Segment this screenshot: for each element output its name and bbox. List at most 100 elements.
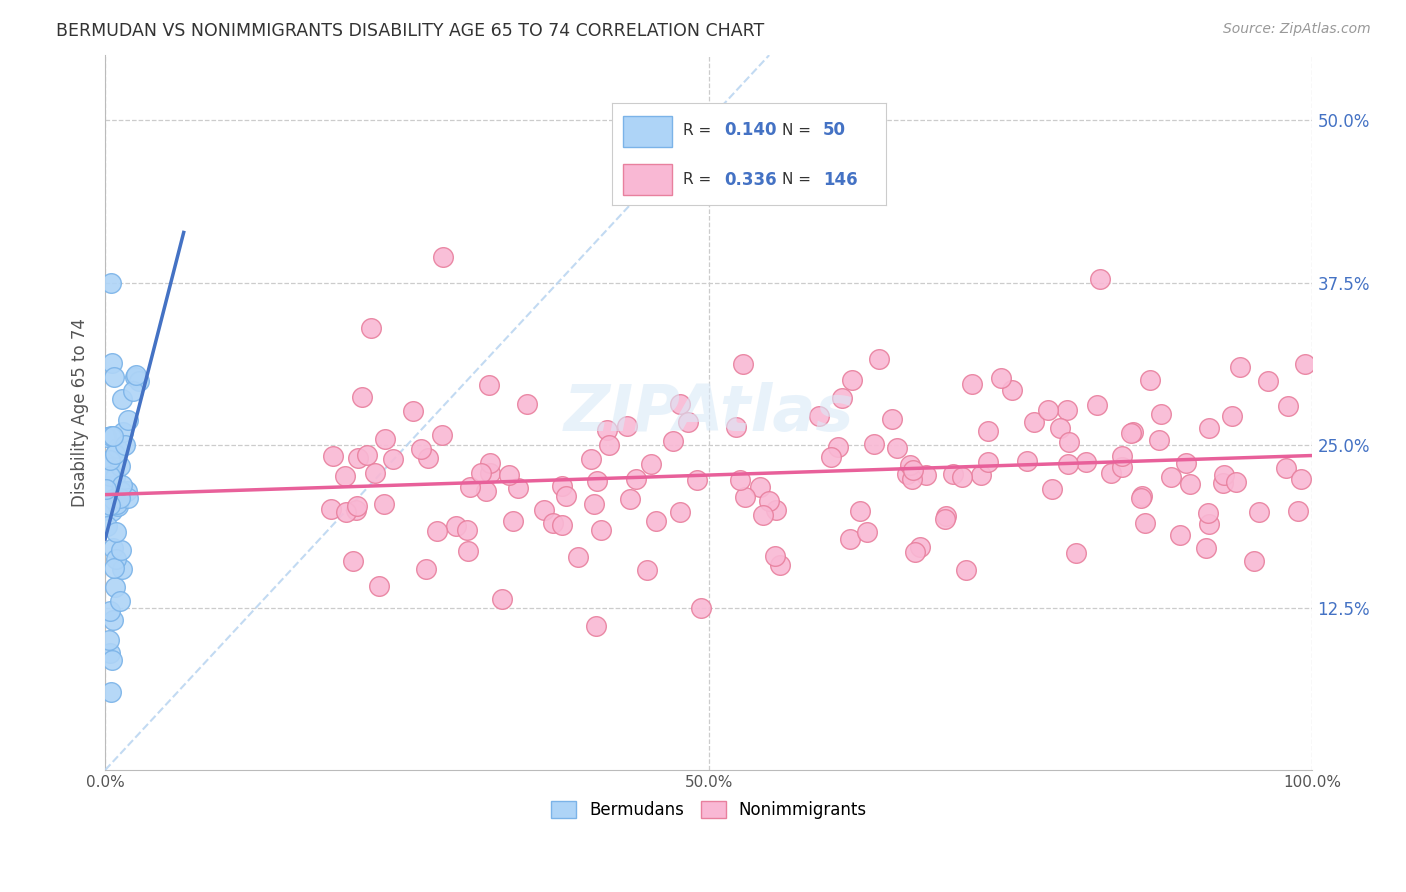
Point: [855, 524, 877, 539]
Point: [686, 473, 709, 487]
Point: [765, 503, 787, 517]
Point: [1040, 482, 1063, 496]
Point: [502, 514, 524, 528]
Point: [110, 484, 132, 499]
Point: [1197, 506, 1219, 520]
Point: [114, 438, 136, 452]
Point: [935, 509, 957, 524]
Point: [848, 504, 870, 518]
Point: [1275, 461, 1298, 475]
Point: [409, 442, 432, 456]
Point: [128, 374, 150, 388]
Point: [335, 505, 357, 519]
Point: [616, 419, 638, 434]
Point: [98, 469, 121, 483]
Point: [103, 369, 125, 384]
Point: [1088, 272, 1111, 286]
Point: [1085, 398, 1108, 412]
Point: [474, 483, 496, 498]
Text: ZIPAtlas: ZIPAtlas: [564, 382, 853, 443]
Point: [880, 412, 903, 426]
Point: [100, 429, 122, 443]
Point: [110, 562, 132, 576]
Point: [96, 519, 118, 533]
Legend: Bermudans, Nonimmigrants: Bermudans, Nonimmigrants: [544, 795, 873, 826]
Point: [1198, 516, 1220, 531]
Text: R =: R =: [683, 172, 716, 187]
Point: [586, 475, 609, 489]
Point: [758, 493, 780, 508]
Point: [950, 470, 973, 484]
Point: [626, 472, 648, 486]
Point: [335, 469, 357, 483]
Point: [100, 355, 122, 369]
Point: [98, 604, 121, 618]
Point: [1195, 541, 1218, 555]
Point: [360, 321, 382, 335]
Point: [107, 499, 129, 513]
Point: [470, 467, 492, 481]
Point: [108, 458, 131, 473]
Point: [104, 499, 127, 513]
Point: [444, 519, 467, 533]
Point: [382, 452, 405, 467]
Point: [1049, 421, 1071, 435]
Point: [1257, 374, 1279, 388]
Text: N =: N =: [782, 123, 815, 137]
Point: [955, 564, 977, 578]
Point: [619, 491, 641, 506]
Point: [596, 423, 619, 437]
Point: [1286, 504, 1309, 518]
Point: [491, 591, 513, 606]
Point: [1289, 472, 1312, 486]
Point: [98, 460, 121, 475]
Point: [668, 397, 690, 411]
Point: [115, 483, 138, 498]
Point: [460, 480, 482, 494]
Point: [108, 594, 131, 608]
Point: [105, 497, 128, 511]
Point: [346, 451, 368, 466]
Point: [769, 558, 792, 573]
Point: [1139, 373, 1161, 387]
Point: [728, 473, 751, 487]
Point: [322, 450, 344, 464]
Point: [831, 392, 853, 406]
Point: [962, 376, 984, 391]
Point: [598, 438, 620, 452]
Point: [101, 428, 124, 442]
Point: [1149, 433, 1171, 447]
Text: 0.140: 0.140: [724, 121, 776, 139]
Point: [690, 601, 713, 615]
Point: [402, 404, 425, 418]
Point: [124, 370, 146, 384]
Point: [112, 425, 135, 439]
Point: [645, 514, 668, 528]
Point: [1024, 415, 1046, 429]
Point: [820, 450, 842, 465]
Point: [1121, 426, 1143, 441]
Point: [104, 580, 127, 594]
Point: [977, 424, 1000, 438]
Point: [1017, 453, 1039, 467]
Point: [368, 579, 391, 593]
Text: R =: R =: [683, 123, 716, 137]
Point: [110, 543, 132, 558]
Point: [479, 467, 502, 481]
Point: [669, 505, 692, 519]
Point: [506, 481, 529, 495]
Text: Source: ZipAtlas.com: Source: ZipAtlas.com: [1223, 22, 1371, 37]
Point: [640, 458, 662, 472]
Point: [1168, 528, 1191, 542]
Point: [585, 619, 607, 633]
Point: [1249, 505, 1271, 519]
Point: [863, 437, 886, 451]
Point: [1160, 470, 1182, 484]
Point: [725, 419, 748, 434]
Point: [1180, 476, 1202, 491]
Point: [990, 371, 1012, 385]
Point: [1122, 425, 1144, 439]
Text: BERMUDAN VS NONIMMIGRANTS DISABILITY AGE 65 TO 74 CORRELATION CHART: BERMUDAN VS NONIMMIGRANTS DISABILITY AGE…: [56, 22, 765, 40]
Point: [1056, 402, 1078, 417]
Point: [1130, 489, 1153, 503]
